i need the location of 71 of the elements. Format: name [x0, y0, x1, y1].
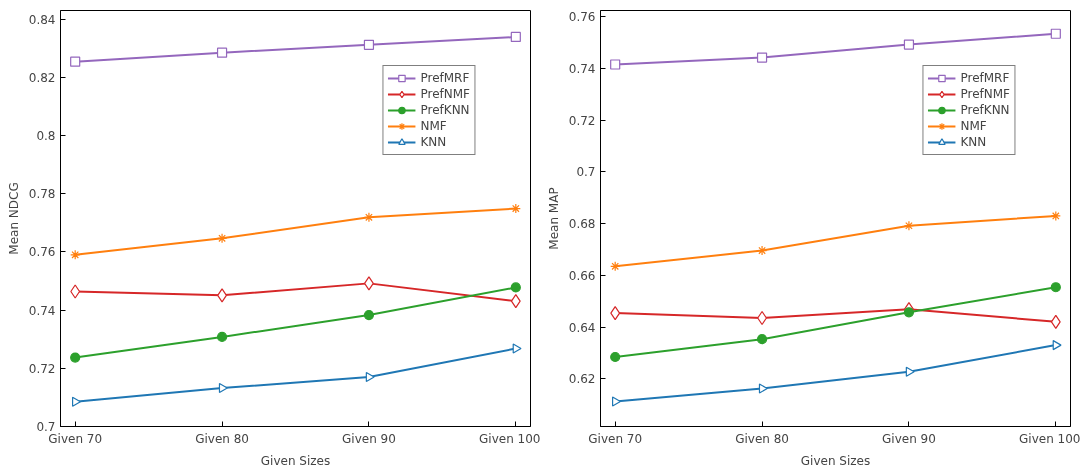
point	[1050, 282, 1061, 293]
x-tick-label: Given 90	[882, 431, 936, 446]
legend-label: KNN	[960, 134, 987, 150]
point	[70, 284, 81, 299]
point	[905, 366, 915, 377]
y-tick-label: 0.76	[28, 245, 56, 260]
point	[756, 334, 768, 345]
point	[216, 233, 228, 244]
y-tick-label: 0.82	[28, 70, 56, 85]
y-tick-label: 0.74	[568, 62, 596, 77]
x-tick-label: Given 70	[588, 431, 643, 446]
y-tick-label: 0.72	[568, 113, 596, 128]
x-tick-label: Given 90	[342, 431, 396, 446]
point	[610, 261, 621, 272]
x-tick-label: Given 70	[48, 431, 103, 446]
y-tick-label: 0.7	[36, 420, 56, 434]
point	[1052, 340, 1062, 351]
x-axis-title: Given Sizes	[260, 453, 331, 468]
point	[70, 56, 81, 67]
y-tick-label: 0.66	[568, 268, 596, 283]
point	[903, 220, 915, 231]
legend-label: PrefNMF	[960, 86, 1010, 102]
legend-label: KNN	[420, 134, 447, 150]
point	[70, 352, 81, 363]
point	[510, 203, 521, 214]
y-tick-label: 0.76	[568, 10, 596, 25]
point	[218, 383, 228, 394]
legend-label: PrefKNN	[420, 102, 470, 118]
point	[756, 52, 768, 63]
y-tick-label: 0.78	[28, 187, 56, 202]
legend-label: PrefMRF	[960, 70, 1010, 86]
y-tick-label: 0.62	[568, 372, 596, 387]
legend-label: PrefKNN	[960, 102, 1010, 118]
point	[510, 282, 521, 293]
point	[1050, 314, 1061, 329]
x-tick-label: Given 80	[735, 431, 789, 446]
y-tick-label: 0.68	[568, 217, 596, 232]
y-tick-label: 0.72	[28, 361, 56, 376]
point	[611, 396, 621, 407]
x-tick-label: Given 80	[195, 431, 249, 446]
point	[70, 249, 81, 260]
point	[510, 31, 521, 43]
legend-label: NMF	[420, 118, 447, 134]
x-axis-title: Given Sizes	[800, 453, 871, 468]
y-tick-label: 0.8	[36, 129, 56, 144]
point	[216, 47, 228, 58]
point	[610, 59, 621, 70]
y-tick-label: 0.7	[576, 165, 596, 180]
point	[903, 39, 915, 50]
point	[758, 383, 768, 394]
x-tick-label: Given 100	[1019, 431, 1081, 446]
point	[363, 309, 375, 321]
point	[903, 307, 915, 318]
y-tick-label: 0.84	[28, 12, 56, 27]
point	[1050, 210, 1061, 222]
y-axis-title: Mean NDCG	[6, 182, 21, 255]
point	[1050, 28, 1061, 39]
point	[610, 351, 621, 363]
point	[365, 371, 375, 383]
legend-label: NMF	[960, 118, 987, 134]
legend-label: PrefNMF	[420, 86, 470, 102]
point	[216, 331, 228, 342]
y-tick-label: 0.64	[568, 320, 596, 335]
y-axis-title: Mean MAP	[546, 187, 561, 250]
point	[512, 343, 522, 354]
point	[363, 39, 375, 50]
point	[71, 396, 81, 407]
legend-label: PrefMRF	[420, 70, 470, 86]
point	[510, 294, 521, 309]
y-tick-label: 0.74	[28, 303, 56, 318]
x-tick-label: Given 100	[479, 431, 541, 446]
